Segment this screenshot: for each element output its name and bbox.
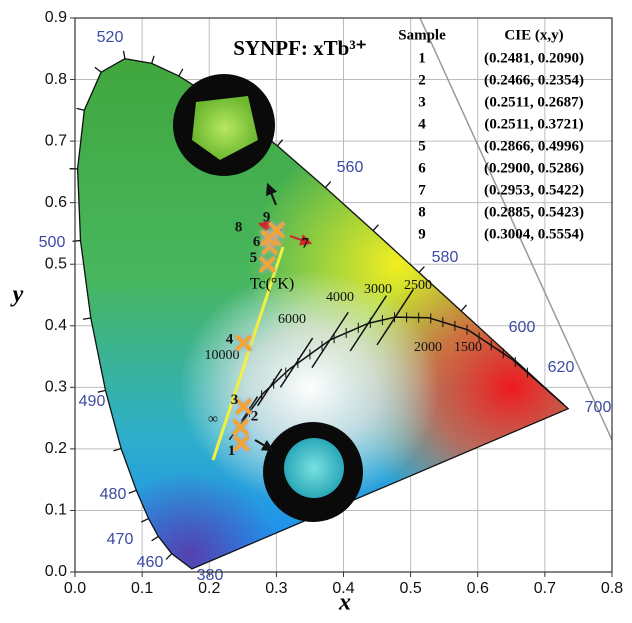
y-axis-label: y [10, 282, 24, 308]
table-cell: (0.2466, 0.2354) [484, 72, 584, 88]
temperature-label: 4000 [326, 290, 354, 305]
wavelength-label: 620 [548, 359, 575, 376]
x-tick-label: 0.0 [64, 580, 86, 597]
y-tick-label: 0.3 [45, 379, 67, 396]
x-tick-label: 0.5 [400, 580, 422, 597]
point-label: 7 [301, 236, 309, 252]
table-cell: 7 [418, 182, 426, 198]
x-tick-label: 0.4 [332, 580, 354, 597]
wavelength-label: 500 [39, 234, 66, 251]
table-cell: 5 [418, 138, 426, 154]
y-tick-label: 0.0 [45, 563, 67, 580]
point-label: 9 [263, 210, 271, 226]
wavelength-label: 480 [100, 486, 127, 503]
point-label: 6 [253, 234, 261, 250]
y-tick-label: 0.4 [45, 317, 67, 334]
temperature-label: 2500 [404, 278, 432, 293]
temperature-label: ∞ [208, 412, 218, 427]
inset-sample [284, 438, 344, 498]
wavelength-label: 520 [97, 29, 124, 46]
table-cell: 9 [418, 226, 426, 242]
table-cell: (0.2511, 0.3721) [484, 116, 583, 132]
wavelength-label: 470 [107, 531, 134, 548]
point-label: 5 [250, 250, 258, 266]
table-cell: (0.2900, 0.5286) [484, 160, 584, 176]
wavelength-label: 700 [585, 399, 612, 416]
temperature-label: 6000 [278, 312, 306, 327]
point-label: 8 [235, 220, 243, 236]
table-cell: (0.2511, 0.2687) [484, 94, 583, 110]
table-cell: (0.2866, 0.4996) [484, 138, 584, 154]
x-tick-label: 0.2 [198, 580, 220, 597]
wavelength-label: 580 [432, 249, 459, 266]
point-label: 1 [228, 443, 236, 459]
wavelength-label: 600 [509, 319, 536, 336]
table-cell: 4 [418, 116, 426, 132]
x-tick-label: 0.6 [467, 580, 489, 597]
x-tick-label: 0.7 [534, 580, 556, 597]
point-label: 4 [226, 331, 234, 347]
y-tick-label: 0.2 [45, 440, 67, 457]
table-cell: 8 [418, 204, 426, 220]
point-label: 3 [231, 392, 239, 408]
wavelength-label: 490 [79, 393, 106, 410]
temperature-label: 10000 [205, 348, 240, 363]
y-tick-label: 0.8 [45, 71, 67, 88]
x-tick-label: 0.8 [601, 580, 623, 597]
temperature-axis-label: Tc(°K) [250, 276, 294, 293]
x-tick-label: 0.1 [131, 580, 153, 597]
table-cell: 2 [418, 72, 426, 88]
x-tick-label: 0.3 [265, 580, 287, 597]
y-tick-label: 0.6 [45, 194, 67, 211]
table-cell: (0.3004, 0.5554) [484, 226, 584, 242]
table-cell: (0.2885, 0.5423) [484, 204, 584, 220]
table-cell: (0.2953, 0.5422) [484, 182, 584, 198]
table-header: CIE (x,y) [504, 27, 563, 43]
y-tick-label: 0.9 [45, 9, 67, 26]
temperature-label: 1500 [454, 340, 482, 355]
y-tick-label: 0.1 [45, 502, 67, 519]
temperature-label: 3000 [364, 282, 392, 297]
y-tick-label: 0.7 [45, 132, 67, 149]
table-cell: 1 [418, 50, 426, 66]
table-cell: 6 [418, 160, 426, 176]
table-cell: 3 [418, 94, 426, 110]
chart-title: SYNPF: xTb³⁺ [233, 36, 366, 60]
temperature-label: 2000 [414, 340, 442, 355]
wavelength-label: 560 [337, 159, 364, 176]
point-label: 2 [251, 409, 259, 425]
table-cell: (0.2481, 0.2090) [484, 50, 584, 66]
locus-tick [73, 241, 81, 242]
y-tick-label: 0.5 [45, 255, 67, 272]
table-header: Sample [398, 27, 446, 43]
wavelength-label: 460 [137, 554, 164, 571]
